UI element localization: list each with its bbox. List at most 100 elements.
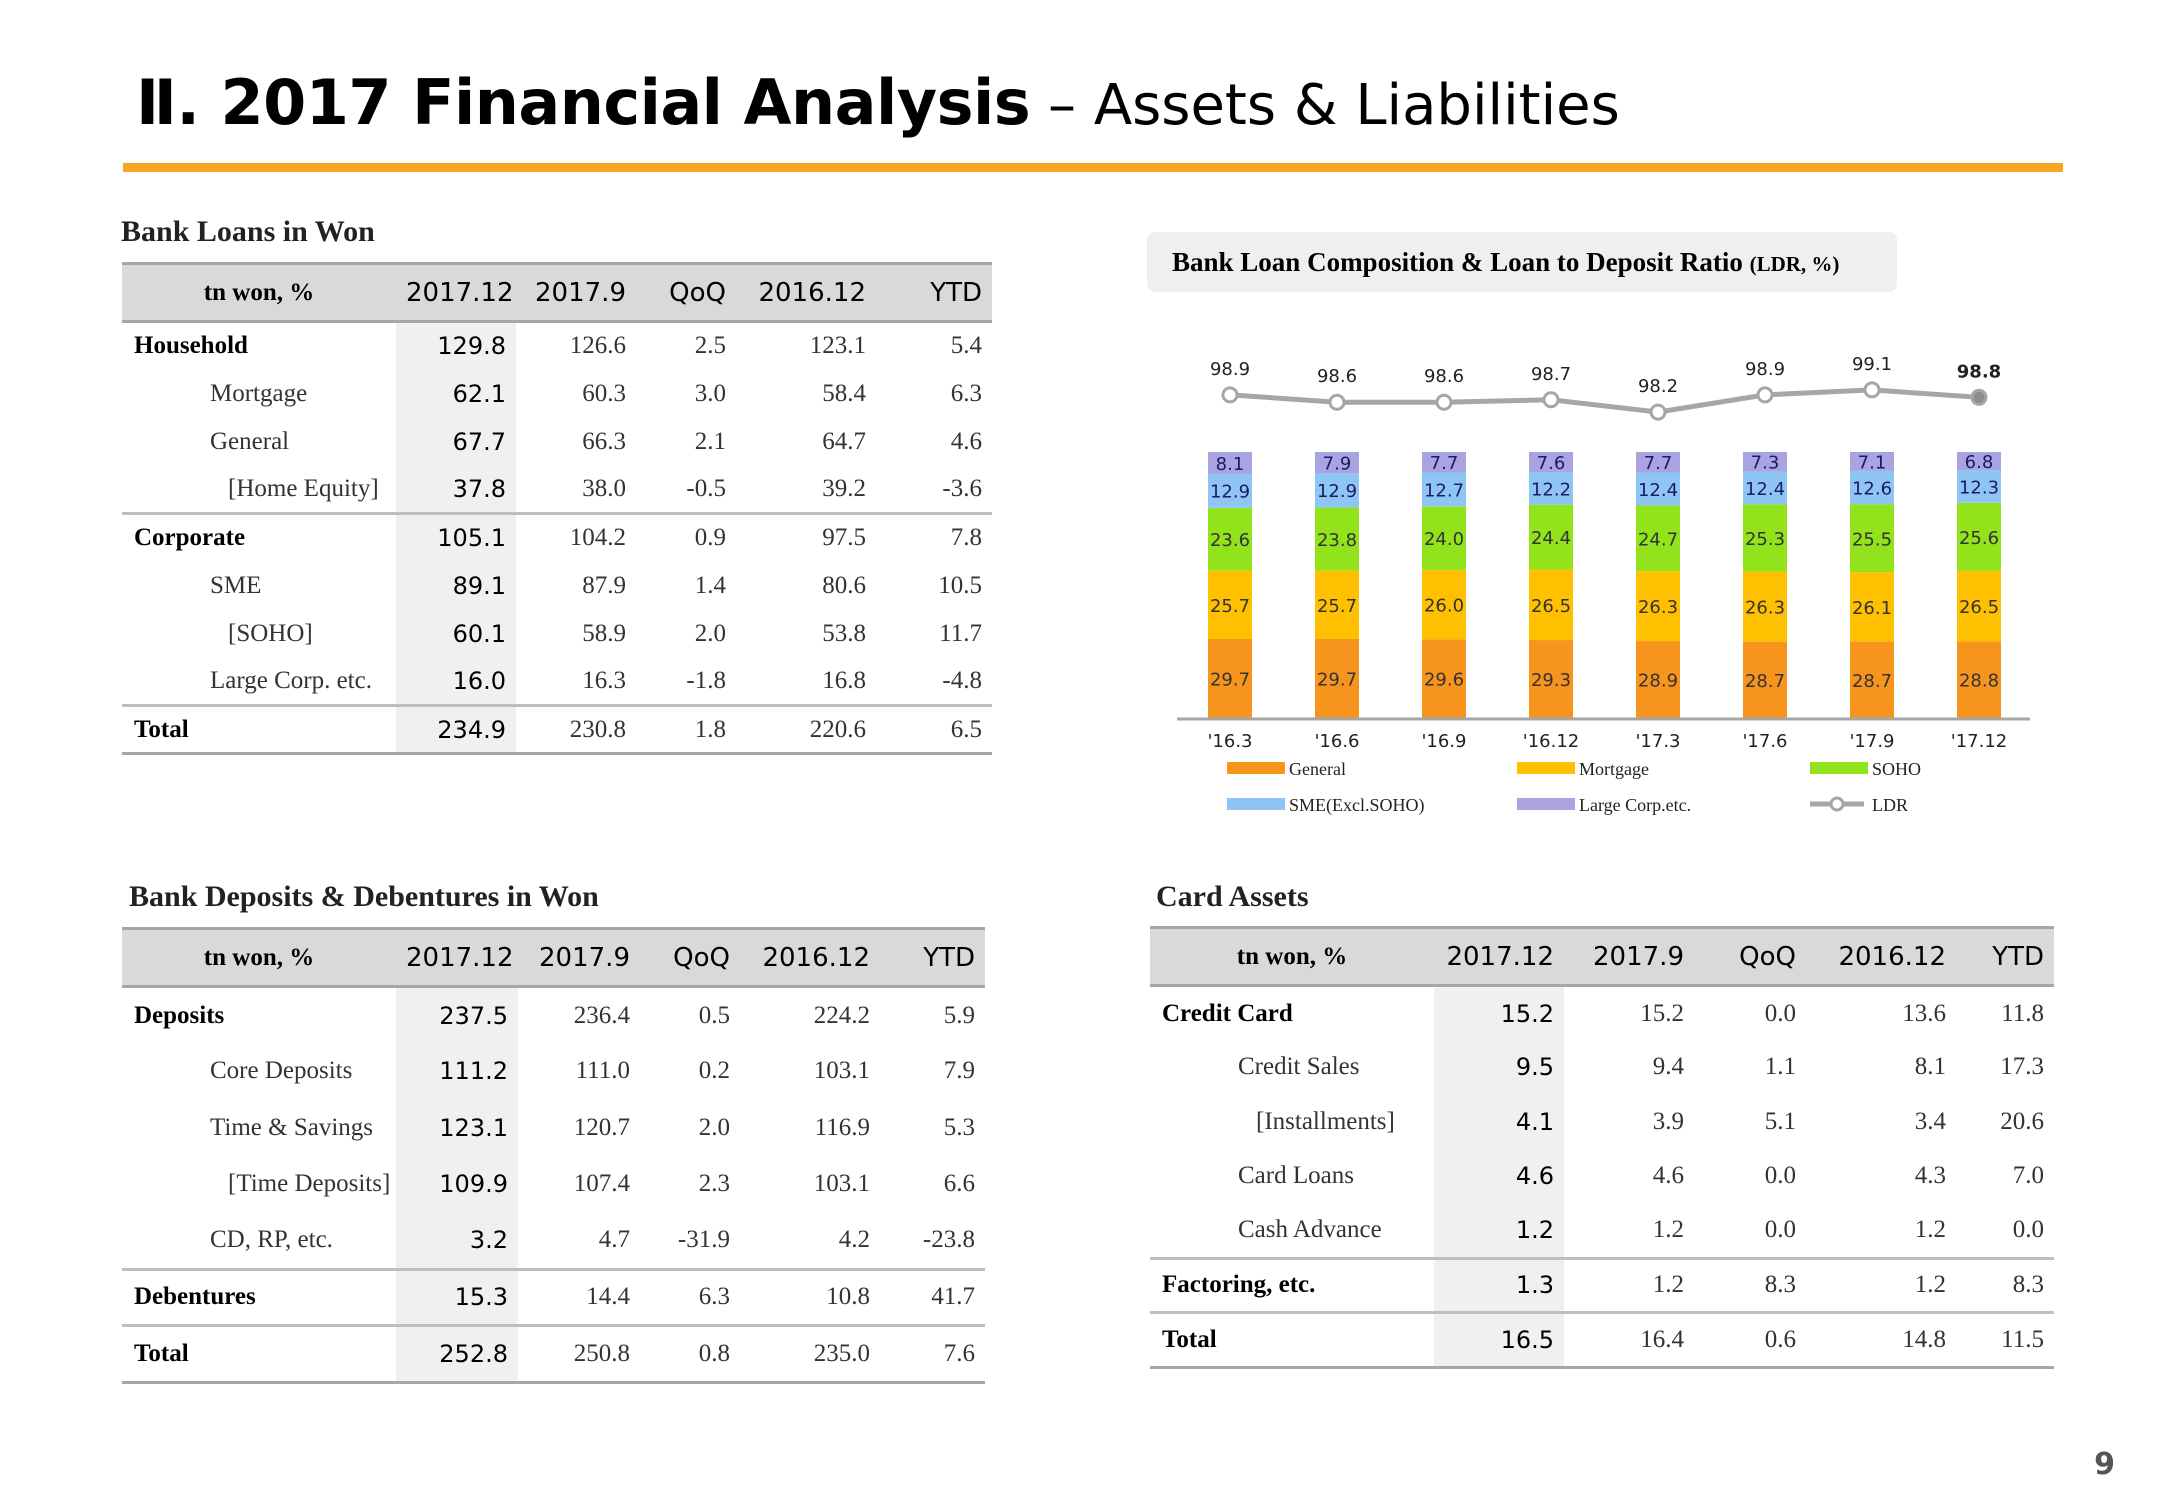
cell-value: 3.9 xyxy=(1652,1107,1684,1135)
table-row: Factoring, etc. 1.3 1.2 8.3 1.2 8.3 xyxy=(1150,1256,2054,1313)
deposits-section-title: Bank Deposits & Debentures in Won xyxy=(129,880,599,913)
bar-segment xyxy=(1743,452,1787,472)
tick-label: '17.9 xyxy=(1849,731,1894,752)
legend-swatch xyxy=(1227,762,1285,774)
ldr-label: 98.2 xyxy=(1638,376,1678,397)
tick-label: '16.6 xyxy=(1314,731,1359,752)
row-label: Card Loans xyxy=(1238,1162,1354,1190)
cell-value: 123.1 xyxy=(396,1099,518,1156)
table-row: Corporate 105.1 104.2 0.9 97.5 7.8 xyxy=(122,512,992,562)
cell-value: 13.6 xyxy=(1902,999,1946,1027)
card-header-row: tn won, % 2017.12 2017.9 QoQ 2016.12 YTD xyxy=(1150,926,2054,987)
bar-segment xyxy=(1636,472,1680,506)
ldr-label: 98.9 xyxy=(1745,359,1785,380)
cell-value: 2.5 xyxy=(694,332,726,360)
bar-segment xyxy=(1315,473,1359,508)
cell-value: 10.5 xyxy=(938,571,982,599)
cell-value: 14.4 xyxy=(518,1267,640,1326)
data-label: 7.6 xyxy=(1537,453,1566,474)
data-label: 12.4 xyxy=(1745,479,1785,500)
bar-segment xyxy=(1529,452,1573,473)
cell-value: 8.1 xyxy=(1914,1053,1946,1081)
data-label: 26.5 xyxy=(1531,596,1571,617)
data-label: 6.8 xyxy=(1965,452,1994,473)
page-title: Ⅱ. 2017 Financial Analysis – Assets & Li… xyxy=(136,66,1936,156)
table-row: Household 129.8 126.6 2.5 123.1 5.4 xyxy=(122,321,992,370)
cell-value: 234.9 xyxy=(396,704,516,755)
cell-value: 1.2 xyxy=(1434,1203,1564,1258)
cell-value: 1.4 xyxy=(694,571,726,599)
cell-value: 9.5 xyxy=(1434,1040,1564,1095)
column-header: 2016.12 xyxy=(736,262,876,323)
data-label: 12.6 xyxy=(1852,479,1892,500)
loans-header-row: tn won, % 2017.12 2017.9 QoQ 2016.12 YTD xyxy=(122,262,992,323)
tick-label: '17.12 xyxy=(1951,731,2007,752)
data-label: 26.1 xyxy=(1852,598,1892,619)
cell-value: 4.7 xyxy=(598,1226,630,1253)
cell-value: 107.4 xyxy=(573,1170,630,1198)
table-row: Deposits 237.5 236.4 0.5 224.2 5.9 xyxy=(122,986,985,1043)
cell-value: 116.9 xyxy=(814,1113,870,1141)
legend-swatch xyxy=(1810,762,1868,774)
data-label: 12.3 xyxy=(1959,477,1999,498)
table-row: General 67.7 66.3 2.1 64.7 4.6 xyxy=(122,417,992,466)
table-row: Credit Card 15.2 15.2 0.0 13.6 11.8 xyxy=(1150,985,2054,1040)
column-header: YTD xyxy=(880,927,985,988)
cell-value: 15.3 xyxy=(396,1267,518,1326)
data-label: 24.7 xyxy=(1638,529,1678,550)
cell-value: 250.8 xyxy=(518,1324,640,1384)
cell-value: 17.3 xyxy=(2000,1053,2044,1081)
row-label: [Installments] xyxy=(1256,1107,1395,1135)
chart-title: Bank Loan Composition & Loan to Deposit … xyxy=(1172,247,1839,278)
tick-label: '16.9 xyxy=(1421,731,1466,752)
ldr-point xyxy=(1649,403,1667,421)
table-row: Total 16.5 16.4 0.6 14.8 11.5 xyxy=(1150,1311,2054,1369)
cell-value: 105.1 xyxy=(396,512,516,562)
row-label: Factoring, etc. xyxy=(1150,1256,1434,1313)
bar-segment xyxy=(1743,641,1787,718)
cell-value: 11.5 xyxy=(1956,1311,2054,1369)
cell-value: 97.5 xyxy=(736,512,876,562)
cell-value: 4.6 xyxy=(1434,1149,1564,1204)
column-header: 2017.9 xyxy=(518,927,640,988)
cell-value: 9.4 xyxy=(1652,1053,1684,1081)
table-row: SME 89.1 87.9 1.4 80.6 10.5 xyxy=(122,561,992,610)
column-header: 2017.12 xyxy=(396,927,518,988)
cell-value: 5.4 xyxy=(950,332,982,360)
cell-value: 66.3 xyxy=(582,427,626,455)
cell-value: 0.9 xyxy=(636,512,736,562)
page-title-main: Ⅱ. 2017 Financial Analysis xyxy=(136,66,1031,139)
cell-value: 220.6 xyxy=(736,704,876,755)
row-label: Deposits xyxy=(134,1001,225,1029)
column-header: 2016.12 xyxy=(740,927,880,988)
cell-value: 16.5 xyxy=(1434,1311,1564,1369)
cell-value: 120.7 xyxy=(573,1113,630,1141)
data-label: 7.7 xyxy=(1430,453,1459,474)
cell-value: -31.9 xyxy=(677,1226,730,1253)
data-label: 23.6 xyxy=(1210,530,1250,551)
bar-segment xyxy=(1422,472,1466,507)
bar-segment xyxy=(1529,569,1573,641)
cell-value: 14.8 xyxy=(1806,1311,1956,1369)
table-row: Debentures 15.3 14.4 6.3 10.8 41.7 xyxy=(122,1267,985,1326)
row-label: SME xyxy=(210,571,262,599)
data-label: 28.7 xyxy=(1745,671,1785,692)
legend-swatch xyxy=(1227,798,1285,810)
bar-segment xyxy=(1315,638,1359,718)
cell-value: 3.0 xyxy=(694,379,726,407)
cell-value: 0.0 xyxy=(2012,1216,2044,1243)
card-section-title: Card Assets xyxy=(1156,880,1309,913)
column-header: 2017.12 xyxy=(1434,926,1564,987)
data-label: 25.7 xyxy=(1317,596,1357,617)
unit-header: tn won, % xyxy=(122,262,396,323)
data-label: 12.9 xyxy=(1210,482,1250,503)
data-label: 26.5 xyxy=(1959,597,1999,618)
bar-segment xyxy=(1315,507,1359,571)
data-label: 24.0 xyxy=(1424,529,1464,550)
column-header: QoQ xyxy=(1694,926,1806,987)
cell-value: 230.8 xyxy=(516,704,636,755)
column-header: 2016.12 xyxy=(1806,926,1956,987)
legend-marker xyxy=(1829,796,1845,812)
chart-title-text: Bank Loan Composition & Loan to Deposit … xyxy=(1172,247,1743,277)
cell-value: 7.9 xyxy=(943,1057,975,1085)
